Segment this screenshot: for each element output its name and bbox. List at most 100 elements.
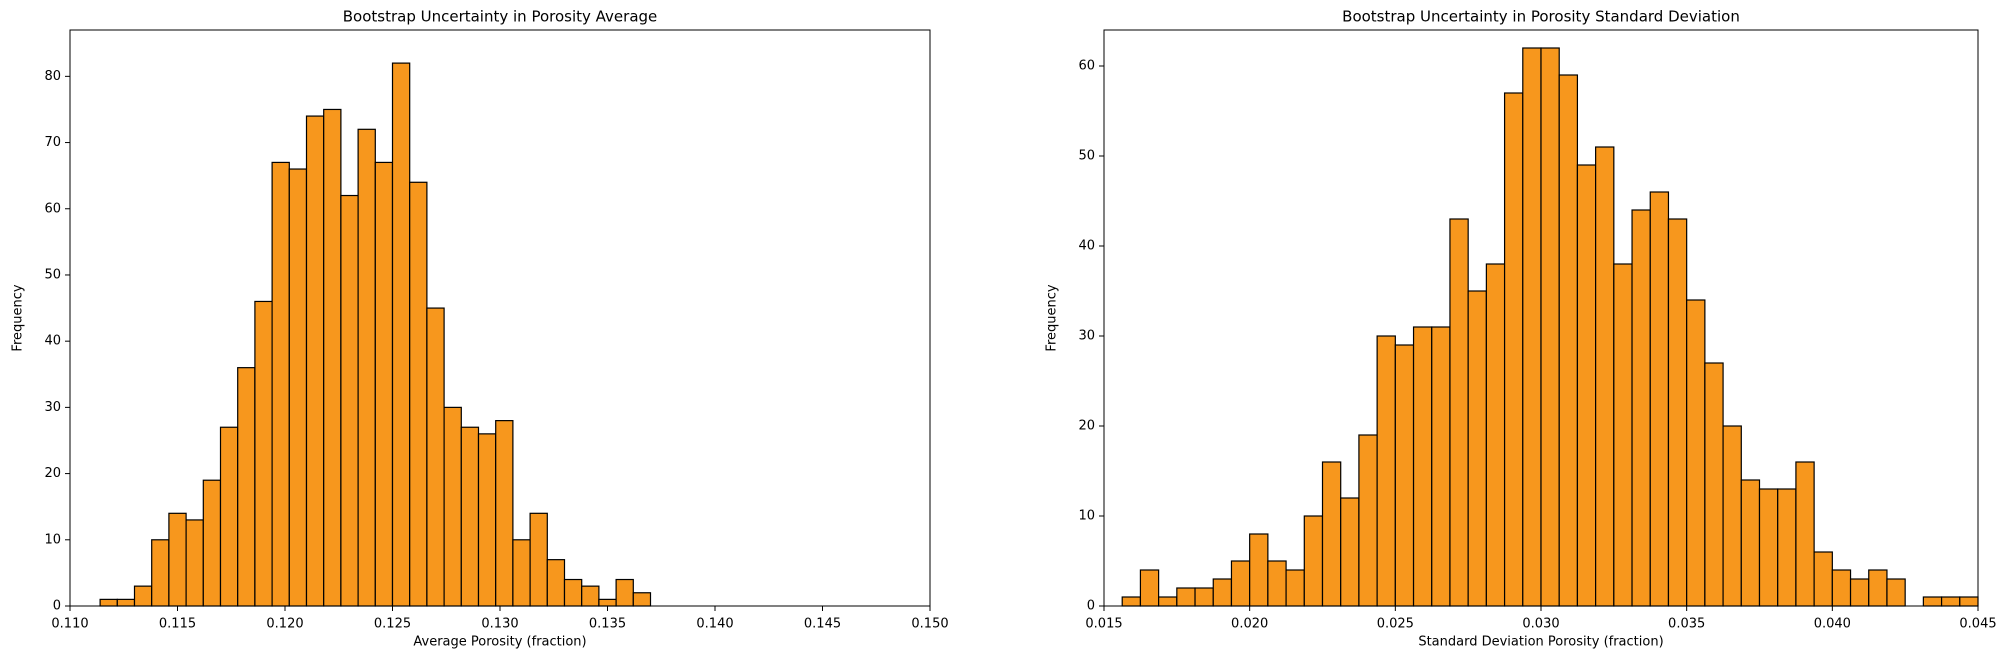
- bar: [1267, 560, 1287, 607]
- bar: [1158, 596, 1178, 607]
- bar: [1959, 596, 1979, 607]
- x-tick-label: 0.020: [1231, 617, 1268, 632]
- bar: [495, 420, 514, 607]
- y-tick-label: 0: [53, 599, 61, 614]
- y-tick-label: 10: [44, 532, 61, 547]
- bar: [1576, 164, 1597, 607]
- y-tick-label: 0: [1087, 599, 1095, 614]
- bar: [1795, 461, 1815, 607]
- y-tick-label: 40: [44, 334, 61, 349]
- bar: [1849, 578, 1870, 607]
- bar: [1686, 299, 1706, 607]
- bar: [254, 300, 273, 607]
- bar: [99, 598, 118, 607]
- bar: [288, 168, 308, 607]
- bar: [563, 578, 583, 607]
- bar: [1485, 263, 1506, 607]
- bar: [1722, 425, 1742, 607]
- bar: [1704, 362, 1724, 607]
- bar: [443, 406, 462, 607]
- bar: [529, 512, 548, 607]
- bar: [512, 539, 531, 607]
- bar: [1540, 47, 1560, 607]
- x-tick-label: 0.025: [1377, 617, 1414, 632]
- bar: [1649, 191, 1670, 607]
- x-tick-label: 0.130: [481, 617, 518, 632]
- bar: [374, 161, 394, 607]
- chart-title: Bootstrap Uncertainty in Porosity Standa…: [1342, 8, 1740, 26]
- bar: [477, 433, 497, 607]
- bar: [1777, 488, 1797, 607]
- bar: [1868, 569, 1888, 607]
- y-tick-label: 40: [1078, 239, 1095, 254]
- chart-title: Bootstrap Uncertainty in Porosity Averag…: [343, 8, 658, 26]
- bar: [305, 115, 325, 607]
- bar: [1340, 497, 1360, 607]
- bar: [168, 512, 187, 607]
- bar: [357, 128, 376, 607]
- bar: [185, 519, 204, 607]
- bar: [1249, 533, 1269, 607]
- bar: [1558, 74, 1579, 607]
- bar: [219, 426, 239, 607]
- bar: [546, 559, 566, 607]
- x-tick-label: 0.115: [159, 617, 196, 632]
- x-tick-label: 0.120: [266, 617, 303, 632]
- x-tick-label: 0.040: [1814, 617, 1851, 632]
- x-axis-label: Standard Deviation Porosity (fraction): [1418, 635, 1663, 650]
- bar: [1503, 92, 1524, 607]
- bar: [1595, 146, 1615, 607]
- bar: [237, 367, 256, 607]
- y-tick-label: 60: [44, 201, 61, 216]
- bar: [632, 592, 652, 607]
- bar: [1321, 461, 1342, 607]
- bar: [1431, 326, 1451, 607]
- bar: [1813, 551, 1833, 607]
- x-tick-label: 0.035: [1668, 617, 1705, 632]
- bar: [1758, 488, 1779, 607]
- y-tick-label: 50: [1078, 149, 1095, 164]
- bar: [1212, 578, 1233, 607]
- x-tick-label: 0.045: [1959, 617, 1996, 632]
- bar: [1522, 47, 1542, 607]
- bar: [1394, 344, 1415, 607]
- bar: [391, 62, 411, 607]
- bar: [1139, 569, 1160, 607]
- bar: [323, 108, 342, 607]
- bar: [116, 598, 136, 607]
- bar: [615, 578, 634, 607]
- y-tick-label: 70: [44, 135, 61, 150]
- y-axis-label: Frequency: [1045, 284, 1060, 351]
- bar: [1376, 335, 1396, 607]
- y-tick-label: 20: [44, 466, 61, 481]
- bar: [1121, 596, 1142, 607]
- bar: [581, 585, 600, 607]
- bar: [1667, 218, 1688, 607]
- y-tick-label: 80: [44, 69, 61, 84]
- bar: [1831, 569, 1852, 607]
- x-axis-label: Average Porosity (fraction): [413, 635, 586, 650]
- bar: [1412, 326, 1433, 607]
- bar: [1740, 479, 1761, 607]
- x-tick-label: 0.145: [804, 617, 841, 632]
- y-tick-label: 60: [1078, 59, 1095, 74]
- y-axis-label: Frequency: [11, 284, 26, 351]
- bar: [1922, 596, 1943, 607]
- x-tick-label: 0.030: [1522, 617, 1559, 632]
- x-tick-label: 0.140: [696, 617, 733, 632]
- bar: [1940, 596, 1961, 607]
- bar: [1230, 560, 1251, 607]
- bar: [460, 426, 480, 607]
- bar: [1467, 290, 1487, 607]
- bar: [1303, 515, 1324, 607]
- y-tick-label: 30: [44, 400, 61, 415]
- bar: [1631, 209, 1651, 607]
- bar: [1194, 587, 1214, 607]
- bar: [409, 181, 428, 607]
- x-tick-label: 0.150: [911, 617, 948, 632]
- x-tick-label: 0.015: [1085, 617, 1122, 632]
- bar: [1886, 578, 1906, 607]
- bar: [1358, 434, 1378, 607]
- bar: [426, 307, 445, 607]
